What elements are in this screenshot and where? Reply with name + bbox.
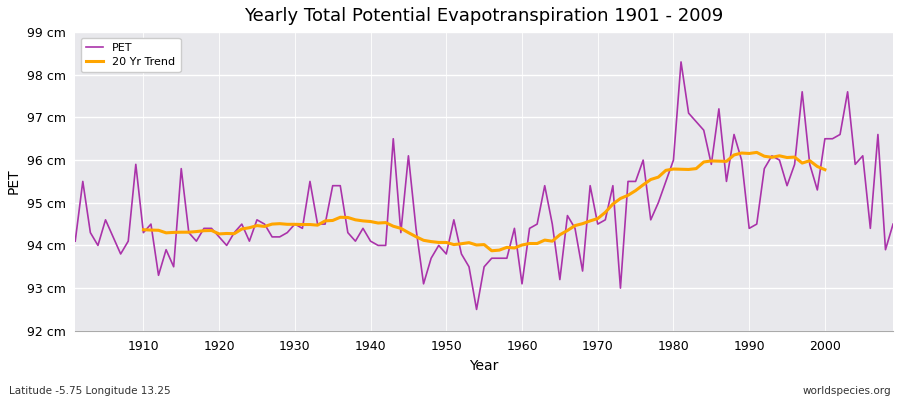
PET <box>524 226 535 231</box>
20 Yr Trend <box>138 227 148 232</box>
Line: 20 Yr Trend: 20 Yr Trend <box>143 152 825 251</box>
20 Yr Trend <box>539 238 550 242</box>
20 Yr Trend <box>297 222 308 227</box>
PET <box>615 286 626 290</box>
20 Yr Trend <box>486 248 497 253</box>
20 Yr Trend <box>221 231 232 236</box>
Line: PET: PET <box>76 62 893 310</box>
PET <box>472 307 482 312</box>
PET <box>517 282 527 286</box>
PET <box>342 230 353 235</box>
X-axis label: Year: Year <box>470 359 499 373</box>
PET <box>676 60 687 64</box>
20 Yr Trend <box>812 164 823 169</box>
20 Yr Trend <box>820 167 831 172</box>
Y-axis label: PET: PET <box>7 169 21 194</box>
Legend: PET, 20 Yr Trend: PET, 20 Yr Trend <box>81 38 181 72</box>
Title: Yearly Total Potential Evapotranspiration 1901 - 2009: Yearly Total Potential Evapotranspiratio… <box>245 7 724 25</box>
PET <box>297 226 308 231</box>
PET <box>130 162 141 167</box>
20 Yr Trend <box>721 159 732 164</box>
20 Yr Trend <box>312 223 323 228</box>
Text: Latitude -5.75 Longitude 13.25: Latitude -5.75 Longitude 13.25 <box>9 386 171 396</box>
Text: worldspecies.org: worldspecies.org <box>803 386 891 396</box>
PET <box>70 239 81 244</box>
PET <box>887 222 898 226</box>
20 Yr Trend <box>752 150 762 155</box>
